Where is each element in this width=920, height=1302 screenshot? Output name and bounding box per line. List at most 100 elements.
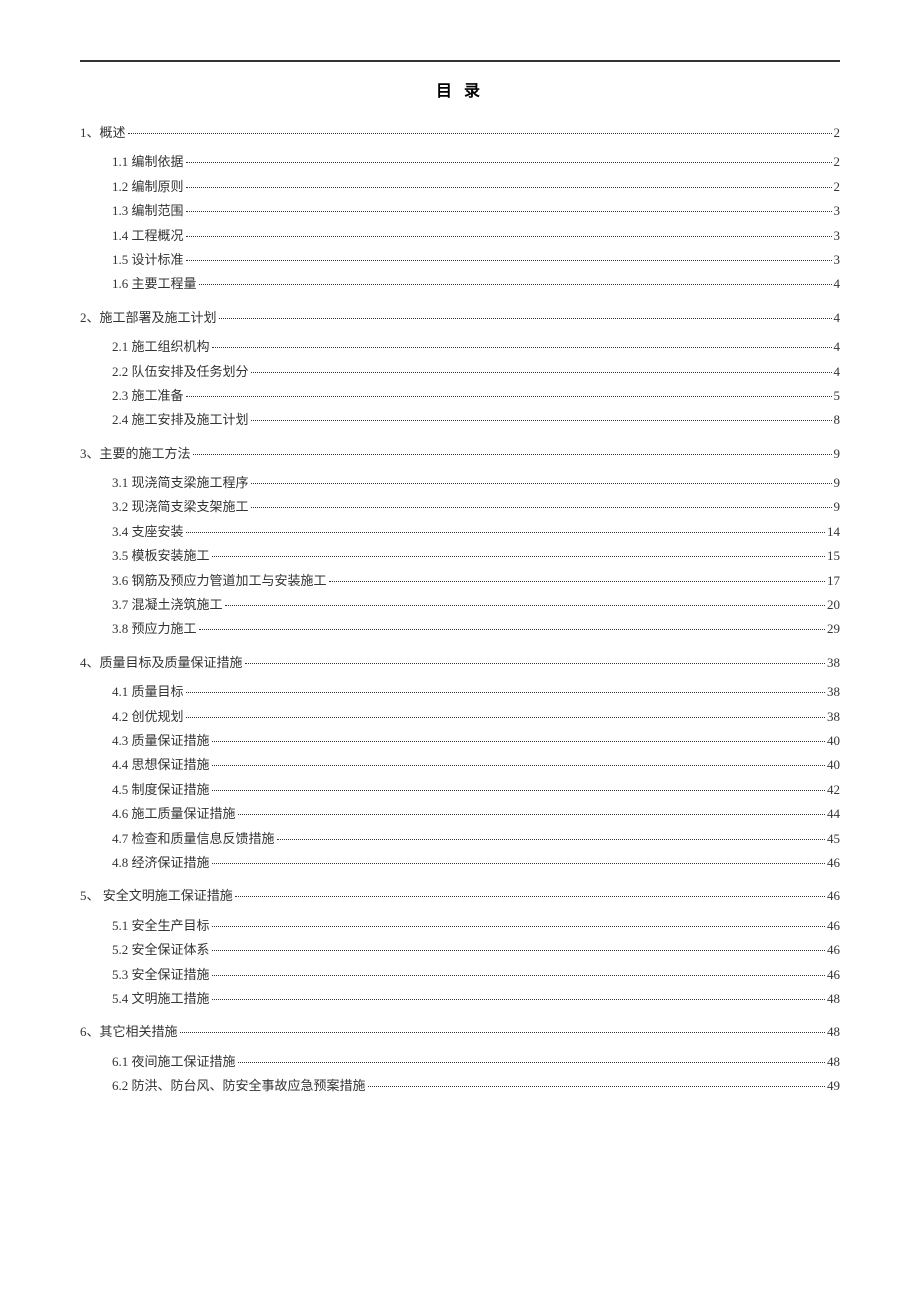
toc-entry-label: 1、概述 [80, 121, 126, 144]
toc-dots [212, 926, 825, 927]
toc-entry: 1.3 编制范围 3 [80, 199, 840, 222]
toc-dots [277, 839, 825, 840]
toc-dots [329, 581, 825, 582]
toc-entry-label: 4、质量目标及质量保证措施 [80, 651, 243, 674]
toc-entry: 4.6 施工质量保证措施44 [80, 802, 840, 825]
toc-entry: 3.8 预应力施工29 [80, 617, 840, 640]
toc-entry-page: 9 [834, 442, 841, 465]
toc-entry-page: 2 [834, 175, 841, 198]
toc-entry-label: 3.8 预应力施工 [112, 617, 197, 640]
toc-dots [186, 162, 832, 163]
toc-dots [238, 1062, 825, 1063]
toc-entry-page: 46 [827, 938, 840, 961]
toc-entry-page: 4 [834, 360, 841, 383]
toc-entry-label: 5.4 文明施工措施 [112, 987, 210, 1010]
toc-entry-page: 3 [834, 199, 841, 222]
toc-entry-label: 6.2 防洪、防台风、防安全事故应急预案措施 [112, 1074, 366, 1097]
toc-entry-label: 1.2 编制原则 [112, 175, 184, 198]
toc-entry: 1、概述2 [80, 121, 840, 144]
toc-dots [251, 483, 832, 484]
toc-entry-label: 5.1 安全生产目标 [112, 914, 210, 937]
toc-entry-label: 2.3 施工准备 [112, 384, 184, 407]
toc-entry: 4.4 思想保证措施 40 [80, 753, 840, 776]
toc-entry-page: 20 [827, 593, 840, 616]
toc-entry: 5.3 安全保证措施 46 [80, 963, 840, 986]
toc-entry-page: 8 [834, 408, 841, 431]
toc-dots [251, 420, 832, 421]
toc-entry-page: 2 [834, 150, 841, 173]
toc-entry: 5.1 安全生产目标 46 [80, 914, 840, 937]
toc-dots [212, 556, 825, 557]
toc-entry-page: 4 [834, 306, 841, 329]
toc-entry-page: 46 [827, 884, 840, 907]
toc-entry-label: 1.6 主要工程量 [112, 272, 197, 295]
toc-entry-label: 3.2 现浇简支梁支架施工 [112, 495, 249, 518]
toc-entry-label: 3、主要的施工方法 [80, 442, 191, 465]
toc-dots [199, 629, 825, 630]
toc-dots [186, 532, 825, 533]
toc-title: 目 录 [80, 77, 840, 101]
toc-entry: 3、主要的施工方法 9 [80, 442, 840, 465]
toc-entry-label: 4.6 施工质量保证措施 [112, 802, 236, 825]
toc-entry: 5.4 文明施工措施 48 [80, 987, 840, 1010]
toc-entry: 6.2 防洪、防台风、防安全事故应急预案措施49 [80, 1074, 840, 1097]
toc-dots [225, 605, 825, 606]
toc-dots [186, 260, 832, 261]
toc-entry: 2.1 施工组织机构 4 [80, 335, 840, 358]
toc-entry-page: 14 [827, 520, 840, 543]
toc-entry-label: 3.4 支座安装 [112, 520, 184, 543]
toc-entry: 1.5 设计标准3 [80, 248, 840, 271]
toc-dots [219, 318, 832, 319]
toc-dots [368, 1086, 825, 1087]
toc-entry-page: 46 [827, 914, 840, 937]
toc-entry-page: 4 [834, 335, 841, 358]
toc-entry-label: 5.3 安全保证措施 [112, 963, 210, 986]
toc-entry-page: 17 [827, 569, 840, 592]
toc-dots [212, 765, 825, 766]
toc-entry-page: 5 [834, 384, 841, 407]
toc-entry-label: 6.1 夜间施工保证措施 [112, 1050, 236, 1073]
toc-dots [251, 507, 832, 508]
toc-entry-label: 5、 安全文明施工保证措施 [80, 884, 233, 907]
toc-entry: 3.6 钢筋及预应力管道加工与安装施工 17 [80, 569, 840, 592]
toc-entry-label: 3.6 钢筋及预应力管道加工与安装施工 [112, 569, 327, 592]
toc-entry-label: 3.1 现浇简支梁施工程序 [112, 471, 249, 494]
toc-entry-page: 38 [827, 680, 840, 703]
toc-entry: 1.2 编制原则 2 [80, 175, 840, 198]
toc-entry-label: 4.2 创优规划 [112, 705, 184, 728]
toc-entry-label: 2、施工部署及施工计划 [80, 306, 217, 329]
toc-entry: 6、其它相关措施 48 [80, 1020, 840, 1043]
toc-entry-label: 1.1 编制依据 [112, 150, 184, 173]
toc-entry-label: 2.4 施工安排及施工计划 [112, 408, 249, 431]
toc-entry: 4、质量目标及质量保证措施38 [80, 651, 840, 674]
toc-entry: 3.4 支座安装 14 [80, 520, 840, 543]
toc-entry: 1.6 主要工程量4 [80, 272, 840, 295]
toc-dots [180, 1032, 825, 1033]
toc-dots [186, 187, 832, 188]
toc-entry-page: 40 [827, 753, 840, 776]
toc-dots [186, 396, 832, 397]
toc-entry: 3.2 现浇简支梁支架施工9 [80, 495, 840, 518]
toc-entry: 4.3 质量保证措施40 [80, 729, 840, 752]
toc-entry-page: 48 [827, 1050, 840, 1073]
toc-entry-label: 6、其它相关措施 [80, 1020, 178, 1043]
toc-dots [251, 372, 832, 373]
toc-entry-page: 46 [827, 963, 840, 986]
toc-entry-page: 38 [827, 705, 840, 728]
toc-entry-label: 4.7 检查和质量信息反馈措施 [112, 827, 275, 850]
toc-entry-label: 3.7 混凝土浇筑施工 [112, 593, 223, 616]
toc-dots [186, 211, 832, 212]
toc-entry: 3.5 模板安装施工15 [80, 544, 840, 567]
toc-dots [235, 896, 825, 897]
toc-entry-label: 4.4 思想保证措施 [112, 753, 210, 776]
toc-entry-page: 48 [827, 1020, 840, 1043]
toc-entry-page: 48 [827, 987, 840, 1010]
toc-entry-label: 1.3 编制范围 [112, 199, 184, 222]
toc-entry: 5.2 安全保证体系46 [80, 938, 840, 961]
toc-dots [212, 863, 825, 864]
toc-entry-page: 46 [827, 851, 840, 874]
toc-entry-page: 45 [827, 827, 840, 850]
toc-entry-label: 2.2 队伍安排及任务划分 [112, 360, 249, 383]
toc-entry: 4.2 创优规划 38 [80, 705, 840, 728]
toc-entry-label: 2.1 施工组织机构 [112, 335, 210, 358]
